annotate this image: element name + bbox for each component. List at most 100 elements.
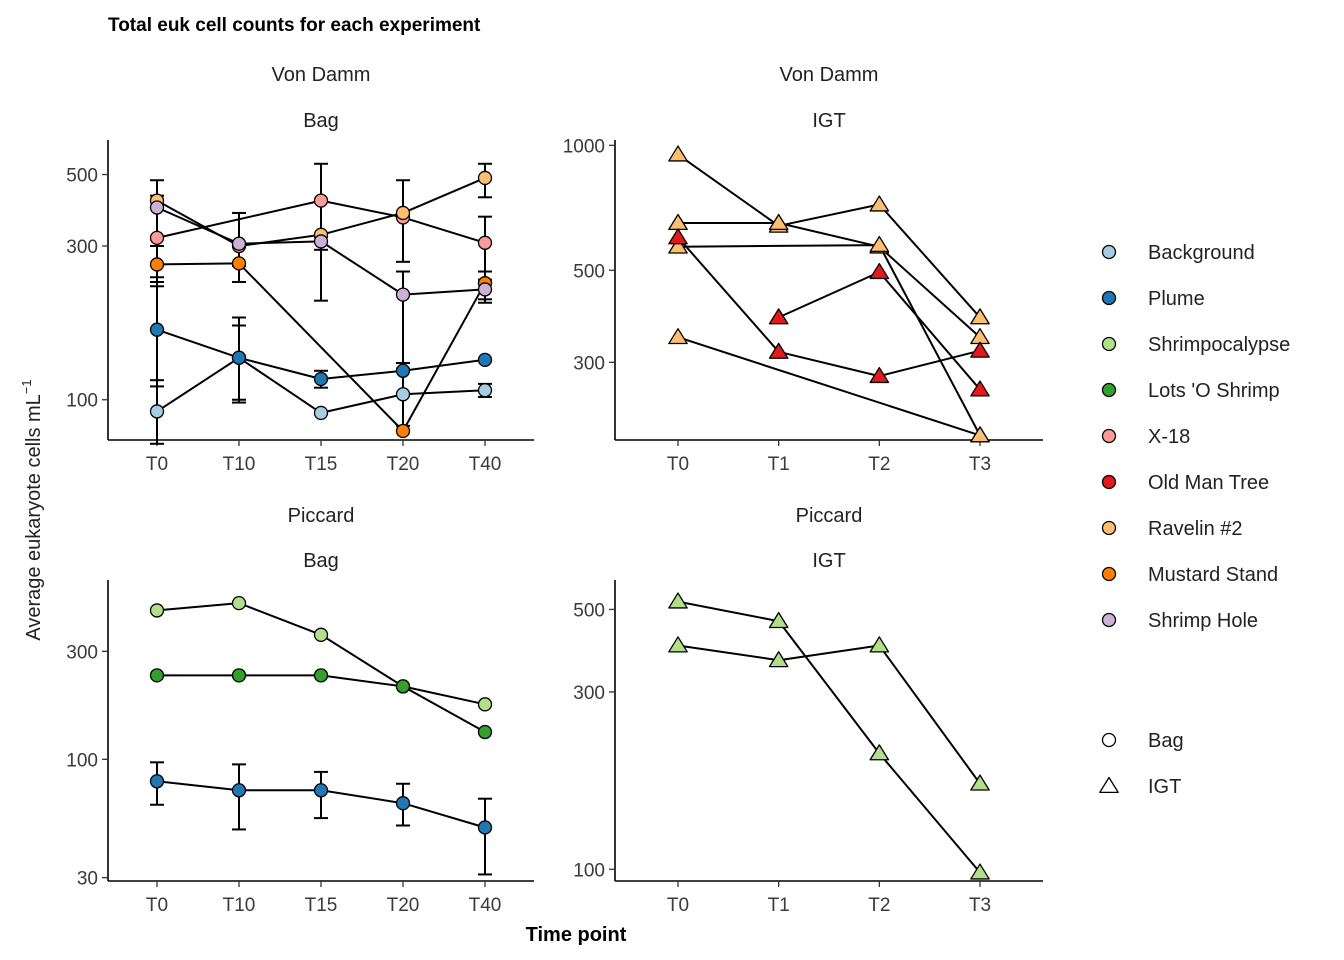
data-point <box>149 603 165 618</box>
data-point <box>149 230 165 246</box>
y-tick-label: 500 <box>573 261 605 282</box>
series-line <box>156 262 486 432</box>
series-line <box>677 244 981 436</box>
data-point <box>395 205 411 221</box>
legend-fill-label: Background <box>1148 242 1255 264</box>
data-point <box>313 193 329 208</box>
data-point <box>149 322 165 337</box>
data-point <box>477 282 493 297</box>
y-tick-label: 100 <box>66 391 98 412</box>
legend-shape-label: Bag <box>1148 730 1184 752</box>
data-point <box>668 228 688 245</box>
legend-fill-key <box>1101 520 1117 536</box>
facet-strip-method: IGT <box>812 110 845 132</box>
data-point <box>477 170 493 186</box>
data-point <box>149 200 165 215</box>
x-tick-label: T10 <box>223 895 256 916</box>
series-line <box>156 199 486 244</box>
data-point <box>313 783 329 798</box>
data-point <box>477 235 493 250</box>
data-point <box>313 234 329 249</box>
x-tick-label: T0 <box>146 895 168 916</box>
x-axis-title: Time point <box>526 924 627 946</box>
data-point <box>768 651 789 668</box>
data-point <box>768 612 789 629</box>
data-point <box>231 668 247 683</box>
legend-fill-label: Plume <box>1148 288 1205 310</box>
x-tick-label: T2 <box>868 454 890 475</box>
y-axis-title-superscript: −1 <box>19 379 34 394</box>
data-point <box>970 863 990 880</box>
y-tick-label: 500 <box>573 600 605 621</box>
legend-fill-key <box>1101 612 1117 628</box>
facet-strip-site: Von Damm <box>272 64 371 86</box>
data-point <box>149 668 165 683</box>
data-point <box>668 237 688 254</box>
data-point <box>970 341 990 358</box>
legend: Background Plume Shrimpocalypse Lots 'O Shr… <box>1099 242 1290 798</box>
facet-strip-method: IGT <box>812 550 845 572</box>
data-point <box>869 744 890 761</box>
y-tick-label: 500 <box>66 166 98 187</box>
data-point <box>970 308 990 325</box>
y-tick-label: 1000 <box>563 136 605 157</box>
legend-fill-label: Old Man Tree <box>1148 472 1269 494</box>
data-point <box>477 724 493 740</box>
legend-shape-key <box>1101 732 1117 748</box>
y-tick-label: 300 <box>66 237 98 258</box>
data-point <box>668 592 688 609</box>
data-point <box>395 363 411 378</box>
legend-shape-key <box>1099 776 1119 794</box>
data-point <box>477 697 493 712</box>
data-point <box>668 213 688 231</box>
chart-title: Total euk cell counts for each experimen… <box>108 15 481 36</box>
x-tick-label: T10 <box>223 454 256 475</box>
legend-fill-key <box>1101 244 1117 260</box>
series-line <box>677 153 981 319</box>
legend-fill-label: Shrimpocalypse <box>1148 334 1290 356</box>
data-point <box>768 308 789 325</box>
facet-strip-site: Piccard <box>796 505 863 527</box>
data-point <box>149 774 165 789</box>
series-line <box>156 602 486 706</box>
data-point <box>668 328 688 345</box>
legend-fill-key <box>1101 336 1117 352</box>
x-tick-label: T0 <box>146 454 168 475</box>
x-tick-label: T0 <box>667 895 689 916</box>
series-line <box>677 336 981 437</box>
x-tick-label: T15 <box>305 454 338 475</box>
legend-fill-key <box>1101 428 1117 444</box>
data-point <box>149 404 165 419</box>
data-point <box>231 236 247 251</box>
x-tick-label: T1 <box>768 454 790 475</box>
y-tick-label: 300 <box>66 642 98 663</box>
y-tick-label: 300 <box>573 353 605 374</box>
data-point <box>970 426 990 443</box>
x-tick-label: T3 <box>969 895 991 916</box>
data-point <box>970 380 990 397</box>
data-point <box>231 256 247 271</box>
facet-strip-site: Von Damm <box>780 64 879 86</box>
data-point <box>768 342 789 359</box>
facet-panel: Piccard Bag 30 100 300 T0 T10 T15 T20 T40 <box>66 505 534 916</box>
y-tick-label: 100 <box>66 750 98 771</box>
legend-fill-key <box>1101 382 1117 398</box>
data-point <box>313 627 329 642</box>
legend-fill-label: Mustard Stand <box>1148 564 1278 586</box>
data-point <box>395 387 411 402</box>
facet-panel: Von Damm Bag 100 300 500 T0 T10 T15 T20 T40 <box>66 64 534 475</box>
facet-panel: Von Damm IGT 300 500 1000 T0 T1 T2 T3 <box>563 64 1043 475</box>
legend-fill-label: Ravelin #2 <box>1148 518 1243 540</box>
data-point <box>395 679 411 694</box>
series-line <box>677 236 981 378</box>
series-line <box>678 222 981 338</box>
legend-fill-label: Lots 'O Shrimp <box>1148 380 1280 402</box>
data-point <box>869 262 890 280</box>
x-tick-label: T15 <box>305 895 338 916</box>
x-tick-label: T3 <box>969 454 991 475</box>
legend-shape-label: IGT <box>1148 776 1181 798</box>
x-tick-label: T1 <box>768 895 790 916</box>
x-tick-label: T40 <box>469 454 502 475</box>
